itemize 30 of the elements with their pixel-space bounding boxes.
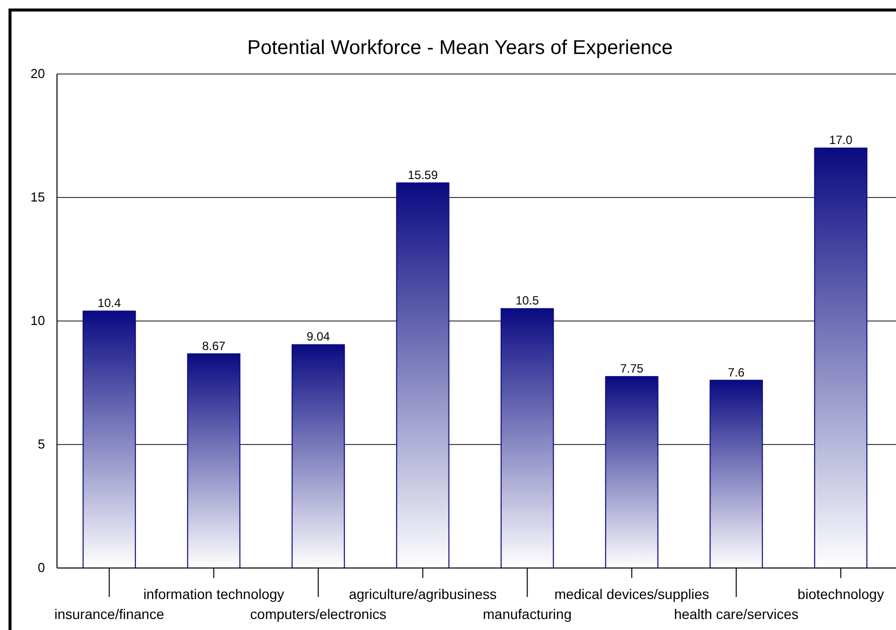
x-tick-label: information technology bbox=[143, 586, 284, 602]
data-label: 10.5 bbox=[516, 294, 540, 308]
x-tick-label: health care/services bbox=[674, 606, 799, 622]
bar bbox=[396, 182, 450, 568]
bar bbox=[292, 344, 345, 568]
data-label: 7.6 bbox=[728, 365, 745, 380]
data-label: 7.75 bbox=[620, 362, 644, 376]
bar bbox=[710, 380, 763, 568]
x-tick-label: biotechnology bbox=[798, 586, 884, 602]
x-tick-label: computers/electronics bbox=[250, 606, 386, 622]
data-label: 10.4 bbox=[98, 296, 122, 310]
x-tick-label: agriculture/agribusiness bbox=[348, 586, 497, 602]
bar bbox=[500, 308, 554, 568]
y-tick-label: 20 bbox=[30, 66, 45, 82]
data-label: 9.04 bbox=[306, 330, 330, 344]
x-tick-label: manufacturing bbox=[482, 606, 572, 622]
bar bbox=[814, 148, 868, 568]
y-tick-label: 5 bbox=[38, 436, 45, 452]
bar bbox=[187, 353, 240, 568]
data-label: 17.0 bbox=[829, 133, 853, 148]
chart-title: Potential Workforce - Mean Years of Experience bbox=[247, 37, 673, 59]
data-label: 15.59 bbox=[408, 168, 438, 182]
y-tick-label: 0 bbox=[38, 560, 45, 576]
bar bbox=[605, 376, 658, 568]
data-label: 8.67 bbox=[202, 338, 226, 353]
y-tick-label: 10 bbox=[30, 313, 45, 328]
bar bbox=[82, 310, 136, 568]
x-tick-label: insurance/finance bbox=[54, 606, 164, 622]
x-tick-label: medical devices/supplies bbox=[554, 586, 710, 602]
y-tick-label: 15 bbox=[30, 190, 45, 205]
